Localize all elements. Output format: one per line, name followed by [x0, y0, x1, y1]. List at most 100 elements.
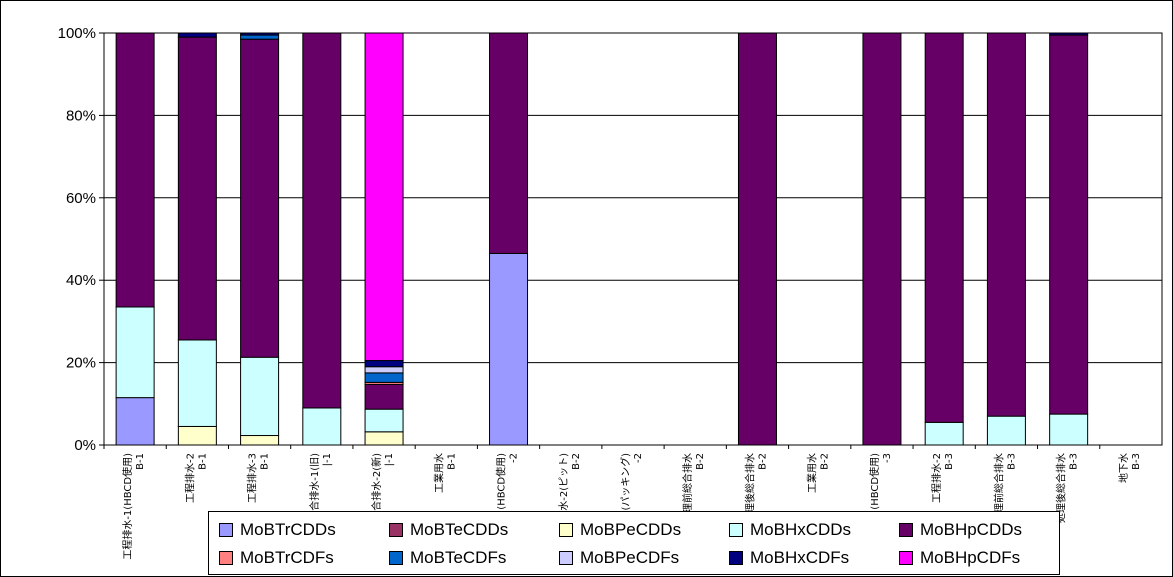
x-tick-label-sub: B-1 [446, 453, 457, 470]
legend-item: MoBHpCDFs [889, 545, 1059, 571]
x-tick-label: 工程排水-2 [183, 453, 196, 503]
x-tick-label-sub: B-1 [260, 453, 271, 470]
legend-label: MoBTrCDDs [240, 520, 336, 539]
bar-segment [489, 252, 529, 446]
x-tick-label: 工程排水-3 [246, 453, 259, 503]
legend-label: MoBPeCDDs [580, 520, 682, 539]
legend-swatch [389, 551, 403, 565]
legend-item: MoBHxCDFs [719, 545, 889, 571]
x-tick-label: (HBCD使用) [495, 453, 508, 510]
legend-swatch [729, 551, 743, 565]
x-tick-label-sub: |-1 [322, 453, 333, 466]
legend-item: MoBTeCDDs [379, 517, 549, 543]
y-tick-label: 60% [66, 190, 96, 207]
legend-label: MoBTeCDFs [410, 548, 507, 567]
legend-label: MoBTeCDDs [410, 520, 509, 539]
bar-segment [924, 421, 964, 446]
bar-segment [924, 32, 964, 423]
x-tick-label-sub: B-3 [1131, 453, 1142, 470]
legend: MoBTrCDDs MoBTeCDDs MoBPeCDDs MoBHxCDDs MoBH… [208, 511, 1060, 575]
x-tick-label: 合排水-2(新) [370, 453, 383, 511]
bar-segment [1049, 32, 1089, 36]
x-tick-label-sub: B-3 [1069, 453, 1080, 470]
legend-item: MoBPeCDFs [549, 545, 719, 571]
legend-item: MoBTeCDFs [379, 545, 549, 571]
y-tick-label: 40% [66, 272, 96, 289]
legend-row-1: MoBTrCDDs MoBTeCDDs MoBPeCDDs MoBHxCDDs MoBH… [209, 517, 1059, 543]
x-tick-label-sub: -2 [633, 453, 644, 463]
bar-segment [177, 339, 217, 427]
bar-segment [177, 425, 217, 446]
legend-label: MoBHpCDFs [920, 548, 1021, 567]
bar-segment [364, 366, 404, 374]
x-tick-label: 処理後総合排水 [1055, 453, 1068, 523]
x-tick-label: 工業用水 [432, 453, 445, 493]
bar-segment [115, 32, 155, 308]
bar-segment [364, 32, 404, 362]
legend-swatch [389, 523, 403, 537]
legend-label: MoBHxCDFs [750, 548, 850, 567]
x-tick-label-sub: |-1 [384, 453, 395, 466]
bar-segment [115, 306, 155, 399]
legend-item: MoBTrCDFs [209, 545, 379, 571]
bar-segment [302, 32, 342, 409]
bar-segment [240, 38, 280, 358]
x-tick-label: 理前総合排水 [992, 453, 1005, 513]
y-tick-label: 80% [66, 107, 96, 124]
y-tick-label: 20% [66, 355, 96, 372]
bar-segment [1049, 34, 1089, 415]
legend-label: MoBHpCDDs [920, 520, 1023, 539]
x-tick-label-sub: B-1 [135, 453, 146, 470]
bar-segment [240, 34, 280, 40]
x-tick-label-sub: B-3 [944, 453, 955, 470]
legend-item: MoBTrCDDs [209, 517, 379, 543]
bar-segment [177, 36, 217, 341]
x-tick-label: (HBCD使用) [868, 453, 881, 510]
legend-label: MoBTrCDFs [240, 548, 334, 567]
legend-row-2: MoBTrCDFs MoBTeCDFs MoBPeCDFs MoBHxCDFs MoBH… [209, 545, 1059, 571]
legend-label: MoBHxCDDs [750, 520, 852, 539]
legend-swatch [219, 551, 233, 565]
bar-segment [364, 383, 404, 410]
x-tick-label-sub: B-2 [571, 453, 582, 470]
legend-item: MoBPeCDDs [549, 517, 719, 543]
legend-swatch [729, 523, 743, 537]
x-tick-label-sub: -3 [882, 453, 893, 463]
bar-segment [240, 356, 280, 437]
plot-area [103, 32, 1163, 446]
bar-segment [240, 435, 280, 446]
legend-swatch [219, 523, 233, 537]
x-tick-label-sub: B-2 [820, 453, 831, 470]
bar-segment [986, 32, 1026, 417]
legend-item: MoBHxCDDs [719, 517, 889, 543]
x-tick-label-sub: B-2 [695, 453, 706, 470]
bar-segment [489, 32, 529, 254]
legend-item: MoBHpCDDs [889, 517, 1059, 543]
bar-segment [302, 407, 342, 446]
legend-swatch [899, 523, 913, 537]
x-tick-label: 3(パッキング) [619, 453, 632, 517]
legend-swatch [559, 523, 573, 537]
legend-swatch [899, 551, 913, 565]
bar-segment [115, 397, 155, 446]
x-tick-label: 合排水-1(旧) [308, 453, 321, 511]
x-tick-label: 工業用水 [806, 453, 819, 493]
x-tick-label: 工程排水-2 [930, 453, 943, 503]
bar-segment [364, 360, 404, 368]
y-tick-label: 0% [74, 437, 96, 454]
x-tick-label-sub: B-2 [757, 453, 768, 470]
x-tick-label: 工程排水-1(HBCD使用) [121, 453, 134, 560]
bar-segment [364, 408, 404, 433]
bar-segment [1049, 413, 1089, 446]
bar-segment [364, 372, 404, 383]
bar-segment [240, 32, 280, 36]
bar-segment [986, 415, 1026, 446]
bar-segment [364, 431, 404, 446]
x-tick-label-sub: B-1 [197, 453, 208, 470]
x-tick-label: 理後総合排水 [743, 453, 756, 513]
x-tick-label-sub: B-3 [1006, 453, 1017, 470]
bar-segment [177, 32, 217, 38]
bar-segment [737, 32, 777, 446]
